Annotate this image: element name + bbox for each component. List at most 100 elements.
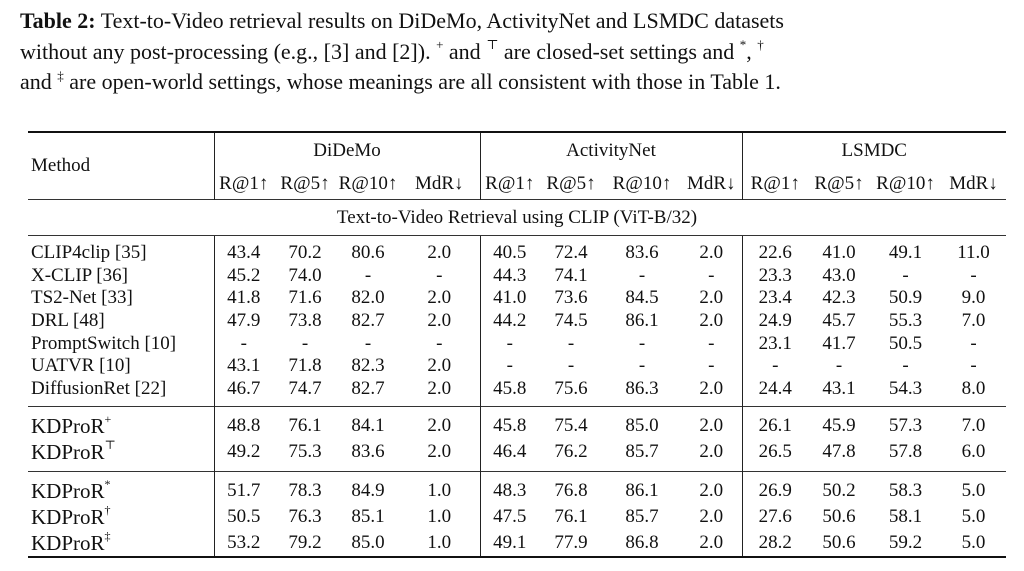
value-cell: 41.0: [822, 242, 856, 264]
symbol-plus: +: [436, 37, 444, 53]
value-cell: 86.1: [625, 480, 659, 502]
value-cell: -: [741, 354, 808, 378]
value-cell: 45.2: [213, 264, 273, 288]
value-cell: 46.7: [213, 377, 273, 401]
results-table: Method DiDeMo ActivityNet LSMDC R@1↑ R@5↑…: [28, 131, 1006, 559]
header-row-metrics: R@1↑ R@5↑ R@10↑ MdR↓ R@1↑ R@5↑ R@10↑ MdR↓ R@1↑ R@…: [28, 169, 1006, 200]
value-cell: 57.8: [888, 441, 923, 463]
value-cell: 75.4: [554, 415, 588, 437]
spacer-row: [28, 235, 1006, 242]
value-cell: 80.6: [351, 242, 385, 264]
value-cell: 86.3: [625, 377, 659, 399]
method-name: PromptSwitch [10]: [31, 332, 177, 354]
value-cell: -: [708, 332, 715, 354]
value-cell: -: [364, 332, 372, 354]
metric-header-lsmdc-0: R@1↑: [741, 169, 808, 200]
setting-symbol: ‡: [104, 528, 111, 543]
value-cell: 5.0: [941, 530, 1006, 559]
value-cell: 48.8: [213, 413, 273, 440]
value-cell: 50.6: [808, 530, 870, 559]
value-cell: -: [970, 264, 977, 286]
value-cell: -: [436, 332, 443, 354]
table-row: KDProR⊤ 49.2 75.3 83.6 2.0 46.4 76.2 85.7 2.0 26.…: [28, 437, 1006, 466]
value-cell: 53.2: [213, 530, 273, 559]
value-cell: -: [638, 355, 646, 377]
value-cell: 47.5: [479, 504, 539, 531]
method-name: DiffusionRet [22]: [31, 377, 167, 399]
value-cell: 76.3: [288, 506, 322, 528]
value-cell: 43.1: [213, 354, 273, 378]
value-cell: 45.7: [822, 310, 856, 332]
table-body: Method DiDeMo ActivityNet LSMDC R@1↑ R@5↑…: [28, 131, 1006, 559]
value-cell: 2.0: [427, 287, 452, 309]
value-cell: -: [364, 264, 372, 286]
caption-text-2c: are closed-set settings and: [498, 38, 740, 64]
value-cell: 74.7: [288, 377, 322, 399]
method-cell: CLIP4clip [35]: [28, 242, 214, 265]
table-caption: Table 2: Text-to-Video retrieval results…: [20, 6, 1010, 98]
value-cell: 7.0: [961, 310, 986, 332]
value-cell: -: [638, 332, 646, 354]
value-cell: 71.8: [288, 355, 322, 377]
value-cell: -: [479, 354, 539, 378]
value-cell: 26.1: [741, 413, 808, 440]
value-cell: 84.9: [351, 480, 385, 502]
value-cell: 49.2: [213, 439, 273, 466]
value-cell: 26.5: [741, 439, 808, 466]
value-cell: -: [436, 264, 443, 286]
metric-header-activitynet-3: MdR↓: [686, 173, 736, 194]
value-cell: 78.3: [288, 480, 322, 502]
value-cell: 45.9: [822, 415, 856, 437]
value-cell: 43.4: [213, 242, 273, 265]
method-name: KDProR: [31, 439, 105, 464]
value-cell: 43.1: [822, 377, 856, 399]
value-cell: 73.8: [288, 310, 322, 332]
metric-header-activitynet-0: R@1↑: [479, 169, 539, 200]
setting-symbol: ⊤: [104, 437, 116, 452]
value-cell: 2.0: [427, 377, 452, 399]
value-cell: 59.2: [870, 530, 941, 559]
value-cell: 73.6: [554, 287, 588, 309]
value-cell: 24.4: [741, 377, 808, 401]
value-cell: 48.3: [479, 478, 539, 505]
table-row: KDProR† 50.5 76.3 85.1 1.0 47.5 76.1 85.7 2.0 27.…: [28, 503, 1006, 531]
value-cell: 23.4: [741, 287, 808, 310]
value-cell: 2.0: [427, 355, 452, 377]
value-cell: 23.1: [741, 332, 808, 355]
value-cell: 75.6: [554, 377, 588, 399]
value-cell: 49.1: [888, 242, 923, 264]
value-cell: -: [970, 355, 977, 377]
metric-header-activitynet-2: R@10↑: [612, 173, 672, 194]
value-cell: -: [970, 332, 977, 354]
value-cell: 51.7: [213, 478, 273, 505]
value-cell: 84.1: [351, 415, 385, 437]
value-cell: 44.3: [479, 264, 539, 288]
value-cell: 5.0: [961, 480, 986, 502]
value-cell: 57.3: [888, 415, 923, 437]
value-cell: 2.0: [699, 310, 724, 332]
caption-text-2b: and: [443, 38, 487, 64]
value-cell: 86.1: [625, 310, 659, 332]
value-cell: 76.2: [554, 441, 588, 463]
value-cell: 43.0: [822, 264, 856, 286]
caption-text-2d: ,: [746, 38, 758, 64]
value-cell: 41.8: [213, 287, 273, 310]
spacer-row: [28, 471, 1006, 479]
value-cell: 7.0: [961, 415, 986, 437]
value-cell: 50.5: [213, 504, 273, 531]
value-cell: 2.0: [699, 441, 724, 463]
value-cell: 2.0: [427, 310, 452, 332]
value-cell: -: [902, 264, 909, 286]
method-cell: KDProR‡: [28, 528, 214, 559]
spacer-row: [28, 465, 1006, 472]
value-cell: 50.5: [888, 332, 923, 354]
method-cell: TS2-Net [33]: [28, 287, 214, 310]
caption-text-3a: and: [20, 69, 58, 94]
value-cell: 85.7: [625, 441, 659, 463]
value-cell: 85.1: [351, 506, 385, 528]
value-cell: 2.0: [681, 530, 742, 559]
value-cell: 2.0: [699, 415, 724, 437]
value-cell: 58.1: [888, 506, 923, 528]
value-cell: 2.0: [427, 441, 452, 463]
